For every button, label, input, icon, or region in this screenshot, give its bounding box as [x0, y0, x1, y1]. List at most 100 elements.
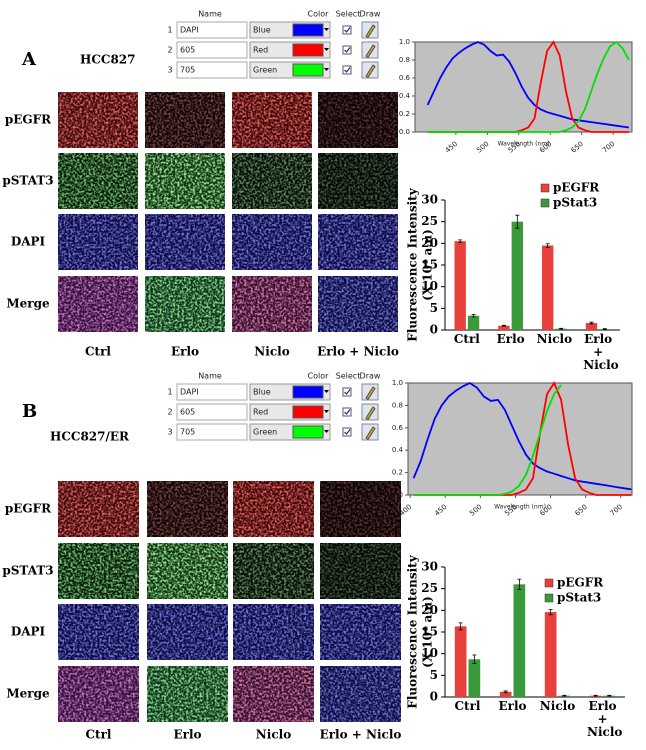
- channel-name: 605: [180, 408, 195, 417]
- legend-label: pEGFR: [553, 181, 600, 195]
- spectrum-line: [427, 40, 630, 133]
- swatch: [292, 385, 324, 399]
- row-label: pSTAT3: [2, 564, 53, 578]
- micrograph-texture: [232, 214, 312, 270]
- error-bar: [559, 327, 564, 330]
- error-bar: [545, 243, 550, 248]
- dropdown[interactable]: [324, 390, 329, 393]
- error-bar: [501, 324, 506, 327]
- bar: [498, 325, 510, 330]
- y-tick-label: 1.0: [399, 38, 410, 46]
- bar: [454, 626, 467, 697]
- dropdown[interactable]: [324, 68, 329, 71]
- error-bar: [458, 622, 463, 631]
- swatch: [292, 63, 324, 77]
- x-tick-label: Erlo + Niclo: [583, 333, 619, 372]
- error-bar: [472, 654, 477, 665]
- spectrum-line: [426, 41, 630, 129]
- plot-area: [407, 382, 633, 496]
- checkbox[interactable]: [342, 407, 352, 417]
- x-tick-label: 500: [468, 503, 483, 518]
- micrograph-texture: [58, 276, 138, 332]
- error-bar: [562, 694, 567, 697]
- row-label: pEGFR: [5, 113, 52, 127]
- dropdown[interactable]: [324, 410, 329, 413]
- micrograph-texture: [145, 92, 225, 148]
- error-bar: [458, 239, 463, 243]
- color-name: Blue: [253, 388, 271, 397]
- y-tick-label: 30: [421, 193, 438, 207]
- checkbox[interactable]: [342, 387, 352, 397]
- error-bar: [471, 314, 476, 318]
- legend-swatch: [540, 198, 550, 208]
- swatch: [292, 405, 324, 419]
- table-header: Draw: [360, 10, 381, 19]
- channel-name: 705: [180, 66, 195, 75]
- check: [344, 409, 351, 415]
- legend-swatch: [544, 578, 554, 588]
- checkbox[interactable]: [342, 45, 352, 55]
- micrograph-texture: [147, 543, 228, 599]
- bar: [511, 221, 523, 330]
- y-tick-label: 0.0: [399, 128, 410, 136]
- x-tick-label: Erlo: [498, 700, 527, 713]
- row-index: 1: [167, 26, 172, 35]
- pen: [365, 406, 376, 421]
- check: [344, 47, 351, 53]
- column-label: Ctrl: [86, 728, 112, 742]
- y-tick-label: 10: [421, 279, 438, 293]
- y-tick-label: 0.0: [392, 491, 403, 499]
- y-tick-label: 0.4: [392, 446, 404, 454]
- checkbox[interactable]: [342, 65, 352, 75]
- checkbox[interactable]: [342, 427, 352, 437]
- plot-area: [414, 41, 633, 133]
- column-label: Niclo: [254, 345, 289, 359]
- table-header: Name: [198, 10, 222, 19]
- micrograph-texture: [318, 153, 398, 209]
- y-tick-label: 10: [421, 646, 438, 660]
- column-label: Erlo: [171, 345, 199, 359]
- check: [344, 27, 351, 33]
- table-header: Select: [336, 10, 361, 19]
- checkbox[interactable]: [342, 25, 352, 35]
- pen: [365, 426, 376, 441]
- row-label: DAPI: [11, 625, 46, 639]
- y-axis-units: (X 10⁴ a.u): [421, 229, 435, 301]
- y-tick-label: 0.2: [399, 110, 410, 118]
- x-tick-label: Ctrl: [453, 333, 480, 346]
- name-box: [176, 41, 248, 59]
- micrograph-texture: [233, 481, 314, 537]
- x-tick-label: 450: [444, 140, 459, 155]
- panel-label: B: [22, 401, 37, 422]
- pen: [365, 44, 376, 59]
- micrograph-texture: [320, 543, 401, 599]
- dropdown[interactable]: [324, 430, 329, 433]
- color-name: Green: [253, 66, 277, 75]
- table-header: Draw: [360, 372, 381, 381]
- cell-line: HCC827/ER: [50, 430, 130, 444]
- pen: [365, 64, 376, 79]
- bar: [454, 241, 466, 330]
- y-tick-label: 0: [430, 323, 438, 337]
- error-bar: [503, 690, 508, 694]
- row-index: 3: [167, 428, 172, 437]
- dropdown[interactable]: [324, 48, 329, 51]
- y-axis-label: Fluorescence Intensity: [406, 187, 420, 341]
- micrograph-texture: [232, 276, 312, 332]
- dropdown[interactable]: [324, 28, 329, 31]
- x-tick-label: 500: [475, 140, 490, 155]
- bar: [513, 584, 526, 697]
- y-tick-label: 0.4: [399, 92, 411, 100]
- x-tick-label: 650: [570, 140, 585, 155]
- legend-label: pEGFR: [557, 576, 604, 590]
- micrograph-texture: [58, 666, 139, 722]
- column-label: Erlo: [173, 728, 201, 742]
- micrograph-texture: [58, 481, 139, 537]
- y-tick-label: 0.6: [392, 424, 404, 432]
- micrograph-texture: [147, 666, 228, 722]
- row-index: 3: [167, 66, 172, 75]
- row-label: pEGFR: [5, 502, 52, 516]
- micrograph-texture: [320, 604, 401, 660]
- table-header: Name: [198, 372, 222, 381]
- bar: [468, 659, 481, 697]
